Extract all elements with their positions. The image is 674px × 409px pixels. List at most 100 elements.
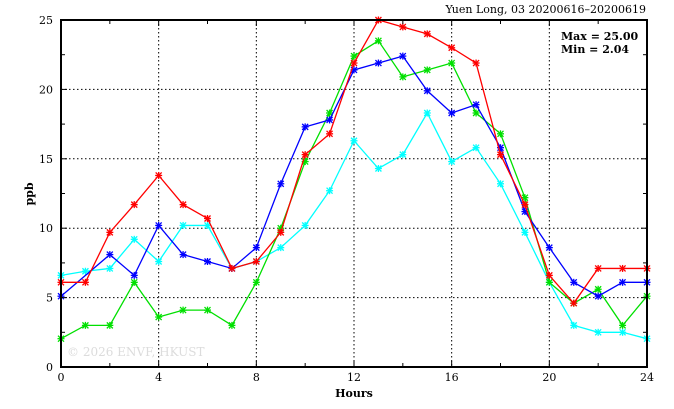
data-point-cyan <box>155 258 163 266</box>
data-point-green <box>350 52 358 60</box>
data-point-cyan <box>423 109 431 117</box>
y-tick-label: 25 <box>39 14 53 27</box>
data-point-green <box>252 278 260 286</box>
data-point-blue <box>301 123 309 131</box>
min-label: Min = 2.04 <box>561 43 629 56</box>
data-point-blue <box>374 59 382 67</box>
data-point-red <box>106 228 114 236</box>
series-green <box>57 37 651 343</box>
data-point-red <box>619 264 627 272</box>
data-point-red <box>399 23 407 31</box>
data-point-blue <box>619 278 627 286</box>
data-point-red <box>277 228 285 236</box>
data-point-red <box>326 130 334 138</box>
data-point-cyan <box>350 137 358 145</box>
data-point-blue <box>106 251 114 259</box>
data-point-blue <box>423 87 431 95</box>
data-point-cyan <box>106 264 114 272</box>
data-point-green <box>545 278 553 286</box>
y-axis-label: ppb <box>23 182 36 205</box>
data-point-green <box>106 321 114 329</box>
watermark: © 2026 ENVF, HKUST <box>67 345 205 359</box>
data-point-blue <box>545 244 553 252</box>
data-point-red <box>545 271 553 279</box>
grid <box>61 20 647 367</box>
data-point-green <box>472 109 480 117</box>
data-point-green <box>81 321 89 329</box>
data-point-blue <box>594 292 602 300</box>
y-tick-label: 15 <box>39 153 53 166</box>
x-tick-label: 16 <box>445 371 459 384</box>
data-point-blue <box>252 244 260 252</box>
data-point-green <box>521 194 529 202</box>
data-point-red <box>228 264 236 272</box>
chart-title: Yuen Long, 03 20200616–20200619 <box>445 3 647 16</box>
data-point-blue <box>130 271 138 279</box>
y-tick-label: 10 <box>39 222 53 235</box>
data-point-green <box>179 306 187 314</box>
data-point-cyan <box>594 328 602 336</box>
series-red <box>57 16 651 307</box>
data-point-red <box>179 201 187 209</box>
x-tick-label: 24 <box>640 371 654 384</box>
x-tick-label: 0 <box>58 371 65 384</box>
data-point-blue <box>326 116 334 124</box>
data-point-blue <box>570 278 578 286</box>
data-point-cyan <box>179 221 187 229</box>
data-point-red <box>252 258 260 266</box>
x-tick-label: 8 <box>253 371 260 384</box>
data-point-green <box>130 278 138 286</box>
series-group <box>57 16 651 343</box>
y-tick-label: 0 <box>46 361 53 374</box>
data-point-blue <box>472 101 480 109</box>
x-axis-label: Hours <box>335 387 373 400</box>
data-point-red <box>81 278 89 286</box>
data-point-green <box>448 59 456 67</box>
data-point-green <box>619 321 627 329</box>
data-point-cyan <box>497 180 504 188</box>
series-cyan <box>57 109 651 343</box>
data-point-red <box>521 201 529 209</box>
data-point-green <box>228 321 236 329</box>
data-point-cyan <box>326 187 334 195</box>
data-point-blue <box>448 109 456 117</box>
data-point-blue <box>155 221 163 229</box>
data-point-cyan <box>130 235 138 243</box>
data-point-red <box>155 171 163 179</box>
data-point-green <box>399 73 407 81</box>
x-tick-label: 20 <box>542 371 556 384</box>
data-point-cyan <box>619 328 627 336</box>
data-point-cyan <box>374 165 382 173</box>
data-point-cyan <box>277 244 285 252</box>
data-point-red <box>594 264 602 272</box>
data-point-blue <box>399 52 407 60</box>
y-tick-label: 5 <box>46 292 53 305</box>
data-point-cyan <box>570 321 578 329</box>
data-point-red <box>423 30 431 38</box>
x-tick-label: 12 <box>347 371 361 384</box>
data-point-red <box>350 59 358 67</box>
data-point-blue <box>204 258 211 266</box>
data-point-green <box>497 130 504 138</box>
data-point-cyan <box>472 144 480 152</box>
data-point-red <box>204 214 211 222</box>
data-point-red <box>130 201 138 209</box>
ticks: 0 4 8 12 16 20 24 0 5 10 15 20 25 <box>39 14 654 384</box>
data-point-cyan <box>521 228 529 236</box>
data-point-blue <box>179 251 187 259</box>
data-point-red <box>301 151 309 159</box>
data-point-green <box>374 37 382 45</box>
data-point-cyan <box>399 151 407 159</box>
data-point-green <box>204 306 211 314</box>
data-point-red <box>472 59 480 67</box>
data-point-cyan <box>301 221 309 229</box>
data-point-red <box>448 44 456 52</box>
data-point-green <box>594 285 602 293</box>
series-line-blue <box>60 55 647 297</box>
data-point-green <box>155 313 163 321</box>
max-label: Max = 25.00 <box>561 30 639 43</box>
data-point-green <box>423 66 431 74</box>
y-tick-label: 20 <box>39 83 53 96</box>
data-point-red <box>497 151 504 159</box>
